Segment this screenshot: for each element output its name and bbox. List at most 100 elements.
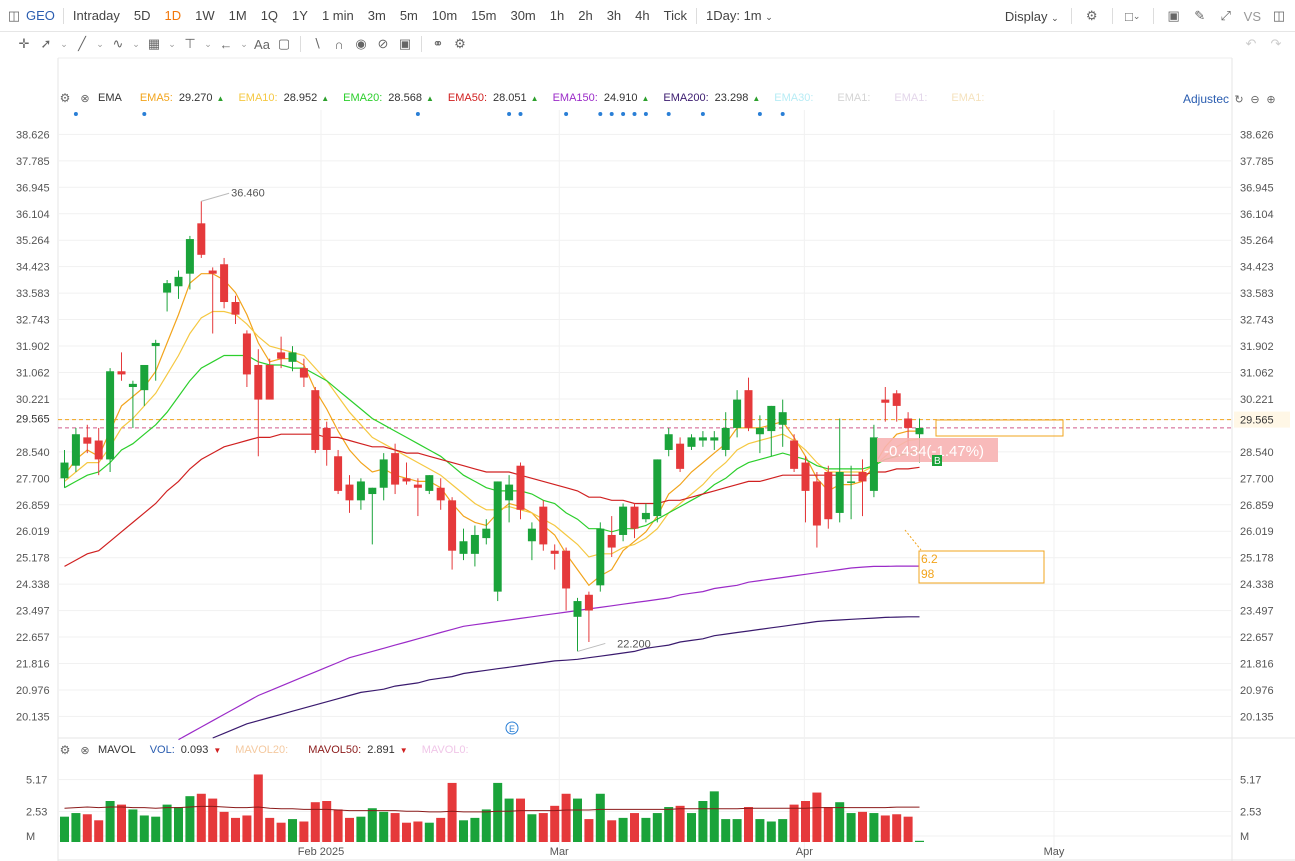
trend-tool-icon[interactable]: ╱ xyxy=(78,36,86,51)
chevron-down-icon[interactable]: ⌄ xyxy=(132,38,140,49)
interval-select[interactable]: 1Day: 1m ⌄ xyxy=(706,7,773,23)
timeframe-tab[interactable]: 1 min xyxy=(321,7,354,23)
settings-icon[interactable]: ⚙ xyxy=(59,743,71,757)
wave-tool-icon[interactable]: ∿ xyxy=(112,36,124,51)
ruler-icon[interactable]: ∖ xyxy=(312,36,322,51)
timeframe-tab[interactable]: Intraday xyxy=(72,7,120,23)
vs-button[interactable]: VS xyxy=(1243,8,1261,24)
pattern-tool-icon[interactable]: ▦ xyxy=(147,36,161,51)
arrow-tool-icon[interactable]: ← xyxy=(219,36,233,52)
layout-icon[interactable]: □ ⌄ xyxy=(1124,8,1141,24)
timeframe-tab[interactable]: 3h xyxy=(606,7,622,23)
undo-icon[interactable]: ↶ xyxy=(1245,36,1257,51)
ema-legend-item[interactable]: EMA5: 29.270 ▲ xyxy=(140,92,225,104)
redo-icon[interactable]: ↷ xyxy=(1270,36,1282,51)
volume-bar xyxy=(516,798,525,842)
note-tool-icon[interactable]: ▢ xyxy=(277,36,291,51)
candle-body xyxy=(539,506,548,545)
fib-tool-icon[interactable]: ⊤ xyxy=(184,36,196,51)
text-tool-icon[interactable]: Aa xyxy=(254,36,270,52)
timeframe-tab[interactable]: 1Q xyxy=(260,7,279,23)
volume-bar xyxy=(356,816,366,842)
close-icon[interactable]: ⊗ xyxy=(80,92,90,105)
close-icon[interactable]: ⊗ xyxy=(80,744,90,757)
candle-body xyxy=(596,528,605,586)
symbol-label[interactable]: GEO xyxy=(26,8,55,23)
chevron-down-icon[interactable]: ⌄ xyxy=(96,38,104,49)
plus-icon[interactable]: ⊕ xyxy=(1266,93,1276,106)
volume-legend-item[interactable]: MAVOL20: xyxy=(235,744,294,756)
chevron-down-icon[interactable]: ⌄ xyxy=(204,38,212,49)
ema-legend-item[interactable]: EMA200: 23.298 ▲ xyxy=(663,92,760,104)
timeframe-tab[interactable]: Tick xyxy=(663,7,687,23)
timeframe-tab[interactable]: 1W xyxy=(195,7,215,23)
volume-indicator-name[interactable]: MAVOL xyxy=(98,744,136,756)
timeframe-tab[interactable]: 4h xyxy=(635,7,650,23)
panel-icon[interactable]: ◫ xyxy=(1272,8,1286,23)
timeframe-tab[interactable]: 3m xyxy=(367,7,386,23)
adjusted-button[interactable]: Adjustec xyxy=(1183,92,1230,106)
ema-legend-item-inactive[interactable]: EMA30: xyxy=(774,92,814,104)
candle-body xyxy=(356,481,365,501)
pencil-icon[interactable]: ✎ xyxy=(1194,8,1206,23)
volume-bar xyxy=(390,813,400,842)
minus-icon[interactable]: ⊖ xyxy=(1250,93,1260,106)
volume-legend-item[interactable]: VOL: 0.093 ▼ xyxy=(150,744,222,756)
divider xyxy=(300,36,301,52)
settings-icon[interactable]: ⚙ xyxy=(1085,8,1098,23)
price-tick-label-left: 38.626 xyxy=(16,129,50,141)
eye-icon[interactable]: ◉ xyxy=(355,36,367,51)
change-text: -0.434(-1.47%) xyxy=(884,443,984,460)
volume-tick-label-left: 2.53 xyxy=(26,806,47,818)
hide-icon[interactable]: ⊘ xyxy=(377,36,389,51)
ema-legend-item-inactive[interactable]: EMA1: xyxy=(837,92,871,104)
candle-body xyxy=(459,541,468,554)
crosshair-icon[interactable]: ✛ xyxy=(18,36,30,51)
timeframe-tab[interactable]: 5m xyxy=(399,7,418,23)
chevron-down-icon[interactable]: ⌄ xyxy=(168,38,176,49)
ema-legend-item[interactable]: EMA150: 24.910 ▲ xyxy=(553,92,650,104)
price-tick-label-left: 30.221 xyxy=(16,394,50,406)
candle-body xyxy=(470,534,479,554)
ema-legend-item[interactable]: EMA10: 28.952 ▲ xyxy=(238,92,329,104)
ema-legend-item[interactable]: EMA20: 28.568 ▲ xyxy=(343,92,434,104)
timeframe-tab[interactable]: 5D xyxy=(133,7,151,23)
line-tool-icon[interactable]: ➚ xyxy=(40,36,52,51)
timeframe-tab[interactable]: 10m xyxy=(431,7,458,23)
timeframe-tab[interactable]: 1M xyxy=(228,7,247,23)
magnet-icon[interactable]: ∩ xyxy=(334,36,344,52)
volume-legend-item[interactable]: MAVOL50: 2.891 ▼ xyxy=(308,744,407,756)
chevron-down-icon[interactable]: ⌄ xyxy=(60,38,68,49)
price-tick-label-right: 20.976 xyxy=(1240,685,1274,697)
display-button[interactable]: Display ⌄ xyxy=(1004,8,1059,24)
refresh-icon[interactable]: ↻ xyxy=(1234,93,1244,106)
buy-marker xyxy=(932,455,942,466)
timeframe-tab[interactable]: 2h xyxy=(578,7,593,23)
trash-icon[interactable]: ▣ xyxy=(398,36,412,51)
volume-bar xyxy=(584,819,594,842)
price-tick-label-left: 24.338 xyxy=(16,579,50,591)
fullscreen-icon[interactable]: ⤢ xyxy=(1220,8,1231,23)
settings-icon[interactable]: ⚙ xyxy=(454,36,466,51)
timeframe-tab[interactable]: 1h xyxy=(549,7,565,23)
volume-bar xyxy=(288,819,297,842)
volume-bar xyxy=(766,821,776,842)
ema-legend-item-inactive[interactable]: EMA1: xyxy=(894,92,928,104)
indicator-name[interactable]: EMA xyxy=(98,92,122,104)
sidebar-toggle-icon[interactable]: ◫ xyxy=(7,7,21,23)
volume-legend-item[interactable]: MAVOL0: xyxy=(422,744,475,756)
target-leader xyxy=(904,529,922,551)
candle-body xyxy=(790,440,799,469)
chevron-down-icon[interactable]: ⌄ xyxy=(240,38,248,49)
camera-icon[interactable]: ▣ xyxy=(1167,8,1180,23)
timeframe-tab[interactable]: 1D xyxy=(164,7,182,23)
volume-tick-label-right: M xyxy=(1240,831,1249,843)
timeframe-tab[interactable]: 30m xyxy=(510,7,536,23)
timeframe-tab[interactable]: 15m xyxy=(471,7,497,23)
link-icon[interactable]: ⚭ xyxy=(432,36,444,51)
timeframe-tab[interactable]: 1Y xyxy=(292,7,308,23)
settings-icon[interactable]: ⚙ xyxy=(59,91,71,105)
ema-legend-item-inactive[interactable]: EMA1: xyxy=(951,92,985,104)
ema-legend-item[interactable]: EMA50: 28.051 ▲ xyxy=(448,92,539,104)
